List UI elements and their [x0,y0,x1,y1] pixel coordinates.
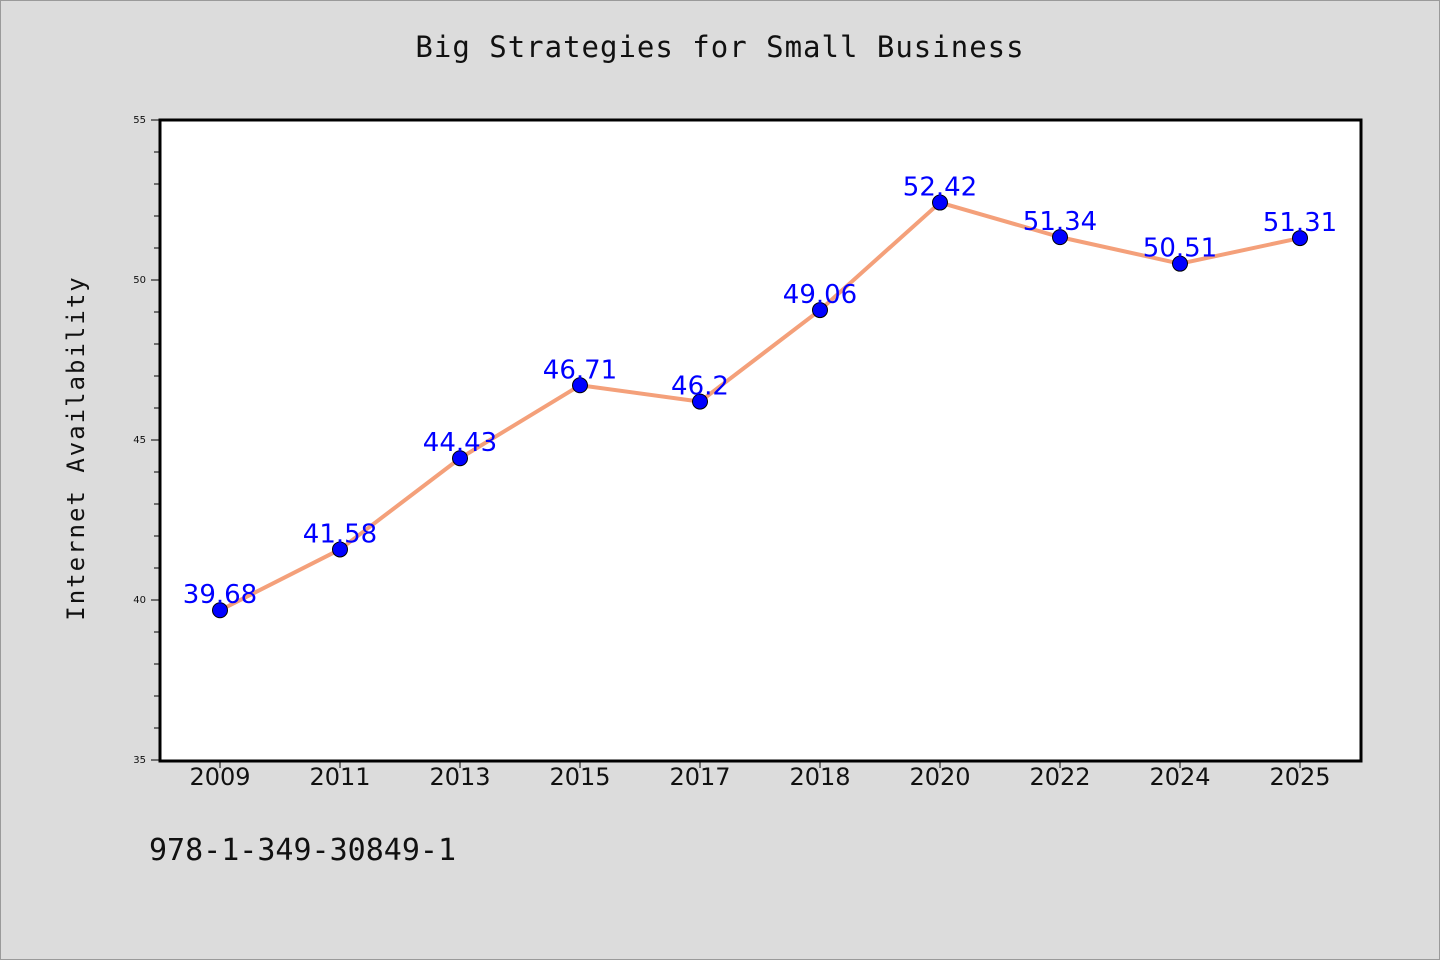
y-tick-label: 50 [133,275,146,286]
data-label: 39.68 [183,580,257,610]
data-point [572,377,588,394]
x-tick-label: 2022 [1029,763,1090,791]
x-tick-label: 2018 [789,763,850,791]
y-tick-label: 40 [133,595,146,606]
data-label: 49.06 [783,280,857,310]
data-label: 51.31 [1263,208,1337,238]
data-point [1052,229,1068,246]
data-label: 51.34 [1023,207,1097,237]
data-label: 50.51 [1143,234,1217,264]
data-label: 46.2 [671,372,729,402]
data-label: 44.43 [423,428,497,458]
y-tick-label: 45 [133,435,146,446]
data-label: 52.42 [903,173,977,203]
series-line [219,200,1301,613]
data-point [1292,230,1308,247]
data-point [932,194,948,211]
x-tick-label: 2024 [1149,763,1210,791]
data-point [692,393,708,410]
y-tick-label: 35 [133,755,146,766]
x-tick-label: 2025 [1269,763,1330,791]
x-tick-label: 2017 [669,763,730,791]
chart-title: Big Strategies for Small Business [415,30,1025,64]
x-tick-label: 2013 [429,763,490,791]
y-tick-label: 55 [133,115,146,126]
data-point [1172,255,1188,272]
x-tick-label: 2011 [309,763,370,791]
plot-area [158,118,1363,763]
isbn-footnote: 978-1-349-30849-1 [149,833,457,868]
data-label: 41.58 [303,519,377,549]
data-point [812,302,828,319]
x-tick-label: 2015 [549,763,610,791]
data-point [212,602,228,619]
x-tick-label: 2009 [189,763,250,791]
data-label: 46.71 [543,355,617,385]
data-point [332,541,348,558]
data-point [452,450,468,467]
x-tick-label: 2020 [909,763,970,791]
